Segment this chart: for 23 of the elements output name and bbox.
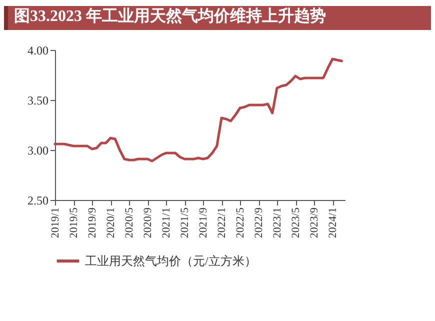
x-tick-label: 2022/9 xyxy=(253,207,266,238)
y-tick-label: 4.00 xyxy=(28,44,48,58)
x-tick-label: 2020/9 xyxy=(142,207,154,238)
x-tick-label: 2023/5 xyxy=(290,207,302,238)
x-tick-label: 2021/5 xyxy=(179,207,192,238)
legend-label: 工业用天然气均价（元/立方米） xyxy=(85,254,256,268)
x-tick-label: 2023/1 xyxy=(272,208,284,238)
x-tick-label: 2024/1 xyxy=(327,208,340,238)
x-tick-label: 2022/1 xyxy=(216,208,228,238)
x-tick-label: 2019/9 xyxy=(86,207,98,238)
x-tick-label: 2022/5 xyxy=(234,207,247,238)
x-tick-label: 2021/9 xyxy=(198,207,210,238)
x-tick-label: 2021/1 xyxy=(160,208,173,238)
y-tick-label: 2.50 xyxy=(28,194,48,208)
y-tick-label: 3.50 xyxy=(28,94,48,108)
x-tick-label: 2023/9 xyxy=(308,207,321,238)
y-tick-label: 3.00 xyxy=(28,144,48,158)
line-series xyxy=(54,58,344,162)
x-tick-label: 2020/5 xyxy=(124,207,136,238)
x-tick-label: 2020/1 xyxy=(105,208,117,238)
x-tick-label: 2019/5 xyxy=(68,207,80,238)
chart-title: 图33.2023 年工业用天然气均价维持上升趋势 xyxy=(4,6,431,30)
x-tick-label: 2019/1 xyxy=(50,208,62,238)
